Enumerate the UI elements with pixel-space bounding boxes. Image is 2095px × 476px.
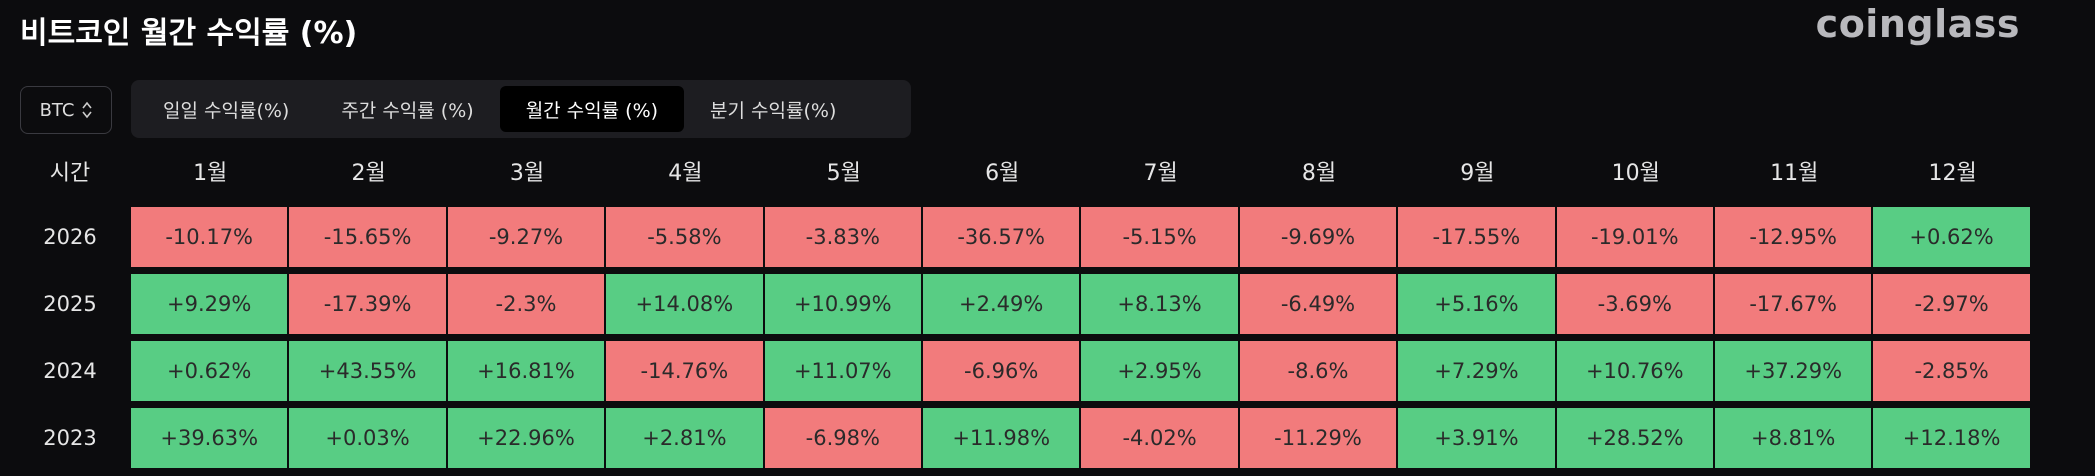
return-cell: -6.98% — [764, 408, 921, 468]
return-cell: -6.96% — [923, 341, 1080, 401]
return-cell: +0.62% — [1873, 207, 2030, 267]
logo: coinglass — [1815, 2, 2020, 46]
return-cell: +9.29% — [131, 274, 288, 334]
return-cell: -17.55% — [1398, 207, 1555, 267]
column-header: 12월 — [1928, 161, 1977, 186]
column-header: 6월 — [985, 161, 1020, 186]
return-cell: -3.83% — [764, 207, 921, 267]
return-cell: +8.13% — [1081, 274, 1238, 334]
return-cell: -5.15% — [1081, 207, 1238, 267]
return-cell: +10.76% — [1556, 341, 1713, 401]
return-cell: +11.98% — [923, 408, 1080, 468]
coin-selector[interactable]: BTC — [20, 86, 112, 134]
return-cell: -2.97% — [1873, 274, 2030, 334]
return-cell: -19.01% — [1556, 207, 1713, 267]
return-cell: -4.02% — [1081, 408, 1238, 468]
return-cell: -8.6% — [1239, 341, 1397, 401]
column-header: 7월 — [1143, 161, 1178, 186]
tab[interactable]: 월간 수익률 (%) — [499, 86, 685, 132]
return-cell: +16.81% — [447, 341, 605, 401]
return-cell: +14.08% — [606, 274, 763, 334]
column-header: 11월 — [1770, 161, 1819, 186]
row-label: 2025 — [43, 292, 97, 316]
column-header: 1월 — [193, 161, 228, 186]
tab[interactable]: 일일 수익률(%) — [163, 99, 290, 122]
return-cell: -17.67% — [1715, 274, 1872, 334]
row-label: 2026 — [43, 225, 97, 249]
return-cell: -11.29% — [1239, 408, 1397, 468]
return-cell: +37.29% — [1715, 341, 1872, 401]
return-cell: -9.69% — [1239, 207, 1397, 267]
title: 비트코인 월간 수익률 (%) — [20, 16, 358, 51]
column-header: 8월 — [1301, 161, 1337, 186]
return-cell: +0.03% — [289, 408, 446, 468]
return-cell: +3.91% — [1398, 408, 1555, 468]
tab[interactable]: 분기 수익률(%) — [710, 99, 837, 122]
return-cell: +28.52% — [1556, 408, 1713, 468]
return-cell: +39.63% — [131, 408, 288, 468]
return-cell: -5.58% — [606, 207, 763, 267]
return-cell: -36.57% — [923, 207, 1080, 267]
return-cell: -3.69% — [1556, 274, 1713, 334]
column-header: 4월 — [668, 161, 703, 186]
return-cell: +7.29% — [1398, 341, 1555, 401]
return-cell: +5.16% — [1398, 274, 1555, 334]
return-cell: -12.95% — [1715, 207, 1872, 267]
return-cell: +22.96% — [447, 408, 605, 468]
return-cell: +8.81% — [1715, 408, 1872, 468]
return-cell: +12.18% — [1873, 408, 2030, 468]
return-cell: -6.49% — [1239, 274, 1397, 334]
column-header: 3월 — [509, 161, 545, 186]
return-cell: +0.62% — [131, 341, 288, 401]
return-cell: -9.27% — [447, 207, 605, 267]
return-cell: -2.85% — [1873, 341, 2030, 401]
return-cell: -17.39% — [289, 274, 446, 334]
return-cell: +10.99% — [764, 274, 921, 334]
return-cell: -14.76% — [606, 341, 763, 401]
column-header: 5월 — [826, 161, 861, 186]
return-cell: +43.55% — [289, 341, 446, 401]
selector-icon — [82, 101, 93, 119]
return-cell: -10.17% — [131, 207, 288, 267]
tab-bar: 일일 수익률(%) 주간 수익률 (%) 월간 수익률 (%) 분기 수익률(%) — [131, 80, 911, 138]
column-header: 10월 — [1611, 161, 1660, 186]
row-label: 2024 — [43, 359, 97, 383]
return-cell: +2.49% — [923, 274, 1080, 334]
return-cell: +2.81% — [606, 408, 763, 468]
return-cell: +2.95% — [1081, 341, 1238, 401]
column-header: 시간 — [49, 161, 91, 186]
column-header: 9월 — [1460, 161, 1495, 186]
return-cell: +11.07% — [764, 341, 921, 401]
return-cell: -2.3% — [447, 274, 605, 334]
tab[interactable]: 주간 수익률 (%) — [341, 99, 474, 122]
column-header: 2월 — [351, 161, 386, 186]
return-cell: -15.65% — [289, 207, 446, 267]
selector-label: BTC — [39, 99, 75, 121]
row-label: 2023 — [43, 426, 97, 450]
